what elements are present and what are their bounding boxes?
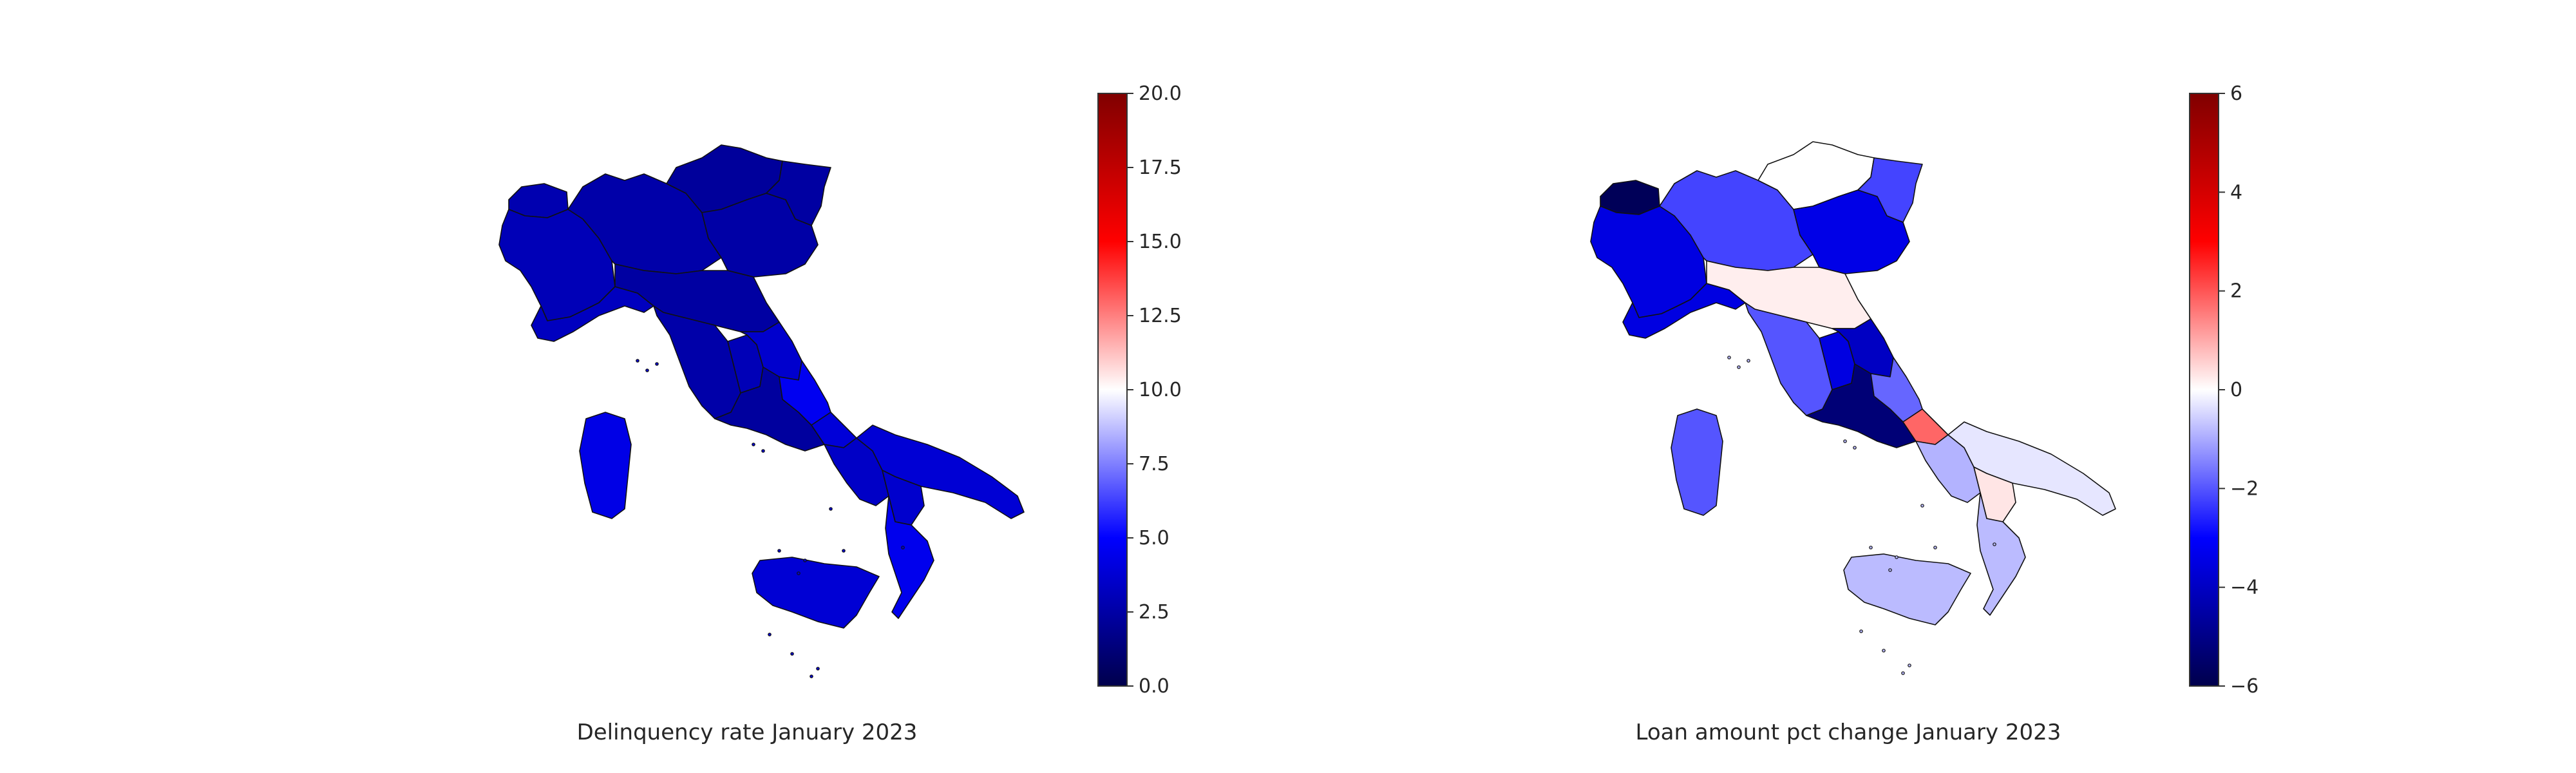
colorbar-tick-label: 15.0 (1139, 231, 1182, 253)
small-island (1859, 629, 1863, 633)
small-island (1747, 359, 1750, 363)
region-friuli (766, 160, 831, 226)
small-island (842, 549, 846, 553)
region-sicilia (1843, 553, 1971, 625)
delinquency-map-title: Delinquency rate January 2023 (577, 720, 918, 745)
colorbar-tick-label: 4 (2230, 181, 2242, 204)
small-island (1727, 356, 1731, 359)
region-calabria (885, 495, 934, 619)
region-abruzzo (779, 360, 831, 426)
colorbar-tick-label: 17.5 (1139, 157, 1182, 179)
small-island (768, 633, 772, 636)
small-island (636, 359, 639, 363)
small-island (803, 558, 807, 562)
colorbar-tick-label: 10.0 (1139, 379, 1182, 401)
colorbar-tick-label: 2 (2230, 280, 2242, 303)
small-island (1888, 568, 1892, 572)
loan-change-map-figure: −6 −4 −2 0 2 4 6 Loan amount pct change Januar… (1590, 82, 2259, 745)
small-island (777, 549, 781, 553)
delinquency-map-figure: 0.0 2.5 5.0 7.5 10.0 12.5 15.0 17.5 20.0 Delinqu… (498, 82, 1182, 745)
small-island (1869, 546, 1873, 549)
small-island (810, 674, 813, 678)
colorbar-tick-label: 20.0 (1139, 82, 1182, 105)
small-island (1882, 649, 1886, 653)
small-island (1933, 546, 1937, 549)
small-island (1901, 671, 1905, 675)
loan-change-map-title: Loan amount pct change January 2023 (1636, 720, 2061, 745)
italy-map-delinquency (498, 144, 1025, 678)
region-sardegna (579, 412, 632, 519)
colorbar-tick-label: 2.5 (1139, 601, 1170, 624)
colorbar-tick-label: 5.0 (1139, 527, 1170, 549)
colorbar-gradient (2190, 93, 2219, 686)
colorbar-tick-label: −2 (2230, 477, 2259, 500)
small-island (645, 368, 649, 372)
small-island (816, 667, 820, 671)
small-island (1853, 446, 1857, 450)
small-island (1920, 504, 1924, 508)
region-sicilia (752, 557, 880, 629)
small-island (1843, 439, 1847, 443)
region-calabria (1976, 492, 2026, 616)
loan-change-map-panel: −6 −4 −2 0 2 4 6 Loan amount pct change Januar… (1288, 0, 2576, 773)
small-island (829, 507, 833, 511)
small-island (797, 571, 800, 575)
italy-map-loan-change (1590, 141, 2116, 675)
delinquency-map-panel: 0.0 2.5 5.0 7.5 10.0 12.5 15.0 17.5 20.0 Delinqu… (498, 82, 1182, 745)
small-island (1993, 542, 1996, 546)
colorbar-gradient (1098, 93, 1127, 686)
small-island (1908, 663, 1911, 667)
colorbar-tick-label: 12.5 (1139, 305, 1182, 327)
small-island (901, 546, 905, 549)
region-friuli (1857, 157, 1923, 223)
region-liguria (1622, 283, 1746, 339)
small-island (655, 362, 659, 366)
small-island (752, 443, 755, 446)
colorbar-tick-label: 0 (2230, 379, 2242, 401)
colorbar-tick-label: 6 (2230, 82, 2242, 105)
region-liguria (531, 286, 654, 342)
colorbar-tick-label: −4 (2230, 577, 2259, 599)
colorbar-tick-label: 7.5 (1139, 453, 1170, 475)
region-sardegna (1671, 408, 1723, 516)
small-island (1895, 555, 1899, 559)
small-island (761, 449, 765, 453)
region-abruzzo (1870, 357, 1923, 423)
loan-change-colorbar: −6 −4 −2 0 2 4 6 (2189, 82, 2259, 698)
small-island (790, 652, 794, 656)
colorbar-tick-label: −6 (2230, 675, 2259, 698)
colorbar-tick-label: 0.0 (1139, 675, 1170, 698)
delinquency-colorbar: 0.0 2.5 5.0 7.5 10.0 12.5 15.0 17.5 20.0 (1097, 82, 1182, 698)
small-island (1737, 365, 1741, 369)
